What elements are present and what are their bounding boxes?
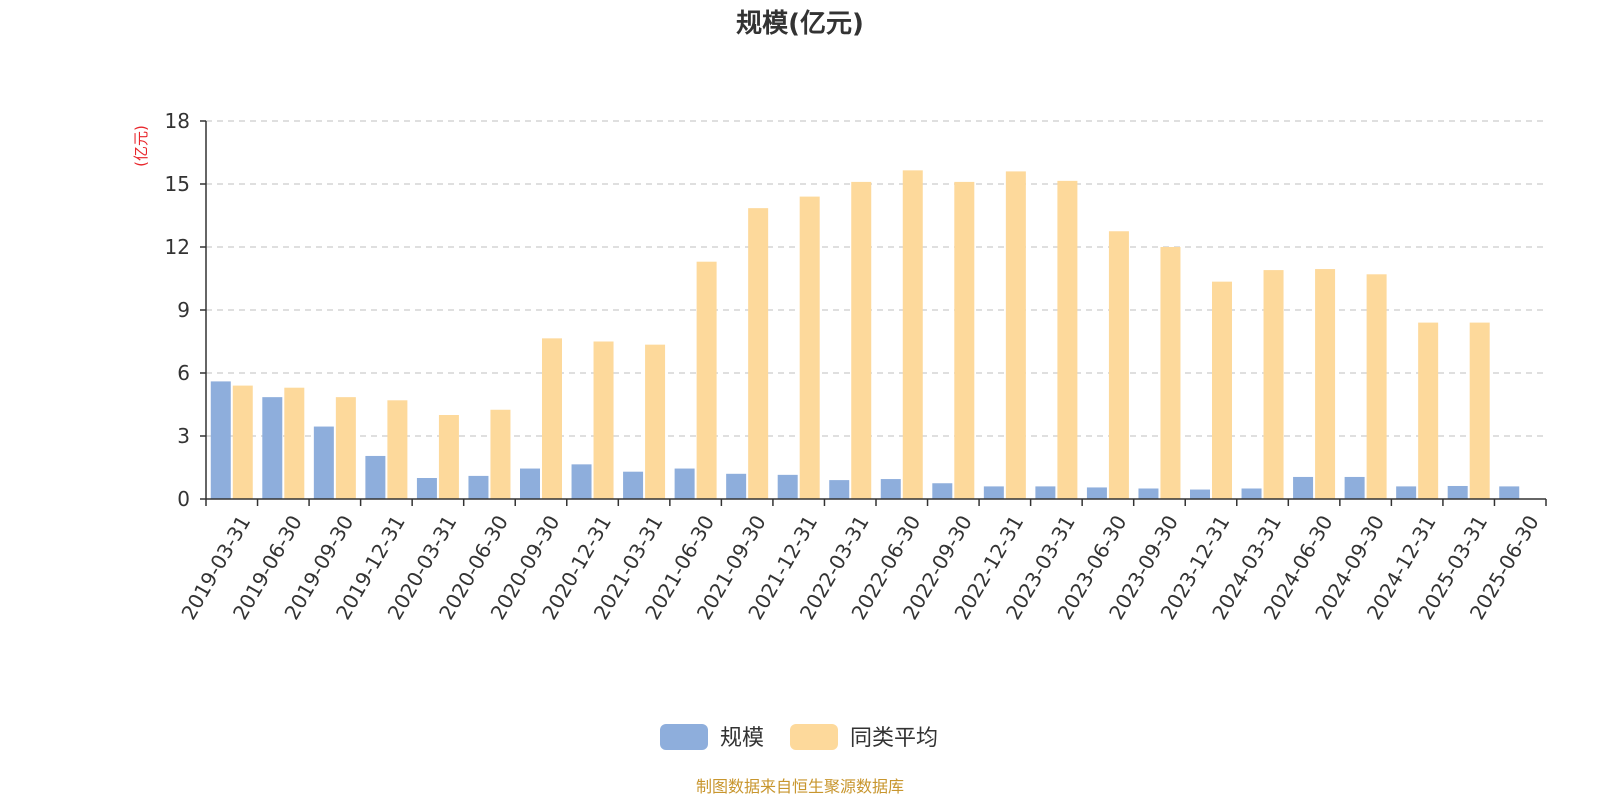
bar-peer-average-2023-09-30[interactable] [1160, 247, 1181, 499]
bar-scale-2019-09-30[interactable] [313, 426, 334, 499]
bar-peer-average-2022-03-31[interactable] [851, 181, 872, 499]
bar-scale-2021-06-30[interactable] [674, 468, 695, 499]
bar-peer-average-2020-03-31[interactable] [438, 415, 459, 499]
bars [210, 170, 1520, 500]
y-tick-label: 18 [165, 109, 190, 133]
bar-peer-average-2021-03-31[interactable] [645, 344, 666, 499]
y-axis-unit-label: (亿元) [132, 125, 150, 167]
bar-scale-2023-03-31[interactable] [1035, 486, 1056, 499]
bar-peer-average-2020-06-30[interactable] [490, 409, 511, 499]
bar-peer-average-2021-09-30[interactable] [748, 208, 769, 499]
y-tick-label: 0 [177, 487, 190, 511]
legend-label-peer-average[interactable]: 同类平均 [850, 726, 938, 751]
bar-scale-2025-03-31[interactable] [1447, 485, 1468, 499]
chart-title: 规模(亿元) [736, 9, 864, 39]
bar-scale-2020-03-31[interactable] [416, 478, 437, 499]
bar-scale-2024-09-30[interactable] [1344, 476, 1365, 499]
bar-peer-average-2019-12-31[interactable] [387, 400, 408, 499]
bar-peer-average-2023-03-31[interactable] [1057, 180, 1078, 499]
bar-scale-2022-09-30[interactable] [932, 483, 953, 499]
bar-scale-2024-03-31[interactable] [1241, 488, 1262, 500]
bar-peer-average-2019-06-30[interactable] [284, 387, 305, 499]
bar-scale-2023-12-31[interactable] [1190, 489, 1210, 499]
y-tick-labels: 0 3 6 9 12 15 18 [165, 109, 190, 511]
bar-scale-2021-03-31[interactable] [623, 471, 644, 499]
bar-peer-average-2024-06-30[interactable] [1315, 269, 1336, 499]
bar-scale-2021-12-31[interactable] [777, 474, 798, 499]
bar-scale-2020-06-30[interactable] [468, 475, 489, 499]
bar-peer-average-2021-06-30[interactable] [696, 261, 717, 499]
bar-scale-2019-12-31[interactable] [365, 455, 386, 499]
bar-scale-2020-09-30[interactable] [520, 468, 540, 499]
bar-peer-average-2020-09-30[interactable] [542, 338, 562, 499]
legend-swatch-peer-average[interactable] [790, 724, 838, 750]
bar-peer-average-2021-12-31[interactable] [799, 196, 820, 499]
bar-peer-average-2024-09-30[interactable] [1366, 274, 1387, 499]
bar-peer-average-2024-12-31[interactable] [1418, 322, 1439, 499]
bar-scale-2019-06-30[interactable] [262, 397, 283, 499]
bar-scale-2022-12-31[interactable] [983, 486, 1004, 499]
bar-peer-average-2023-12-31[interactable] [1212, 281, 1232, 499]
bar-scale-2025-06-30[interactable] [1499, 486, 1520, 499]
bar-scale-2021-09-30[interactable] [726, 473, 747, 499]
bar-peer-average-2022-09-30[interactable] [954, 181, 975, 499]
gridlines [206, 120, 1546, 437]
x-tick-labels: 2019-03-312019-06-302019-09-302019-12-31… [176, 511, 1543, 624]
bar-peer-average-2019-03-31[interactable] [232, 385, 253, 499]
legend-swatch-scale[interactable] [660, 724, 708, 750]
y-tick-label: 3 [177, 424, 190, 448]
bar-peer-average-2022-12-31[interactable] [1005, 171, 1026, 499]
bar-scale-2022-03-31[interactable] [829, 480, 850, 499]
axes [200, 120, 1547, 506]
bar-peer-average-2025-03-31[interactable] [1469, 322, 1490, 499]
bar-scale-2023-09-30[interactable] [1138, 488, 1159, 500]
bar-peer-average-2020-12-31[interactable] [593, 341, 614, 500]
y-tick-label: 6 [177, 361, 190, 385]
bar-peer-average-2023-06-30[interactable] [1108, 231, 1129, 499]
bar-peer-average-2019-09-30[interactable] [335, 397, 356, 499]
bar-scale-2024-06-30[interactable] [1293, 476, 1314, 499]
legend: 规模 同类平均 [660, 724, 938, 751]
bar-peer-average-2024-03-31[interactable] [1263, 270, 1284, 499]
bar-scale-2024-12-31[interactable] [1396, 486, 1417, 499]
bar-scale-2022-06-30[interactable] [880, 479, 901, 499]
bar-scale-2019-03-31[interactable] [210, 381, 231, 499]
bar-peer-average-2022-06-30[interactable] [902, 170, 923, 499]
y-tick-label: 15 [165, 172, 190, 196]
bar-scale-2020-12-31[interactable] [571, 464, 592, 499]
data-source-note: 制图数据来自恒生聚源数据库 [696, 777, 904, 796]
y-tick-label: 9 [177, 298, 190, 322]
y-tick-label: 12 [165, 235, 190, 259]
legend-label-scale[interactable]: 规模 [720, 726, 764, 751]
bar-scale-2023-06-30[interactable] [1086, 487, 1107, 499]
